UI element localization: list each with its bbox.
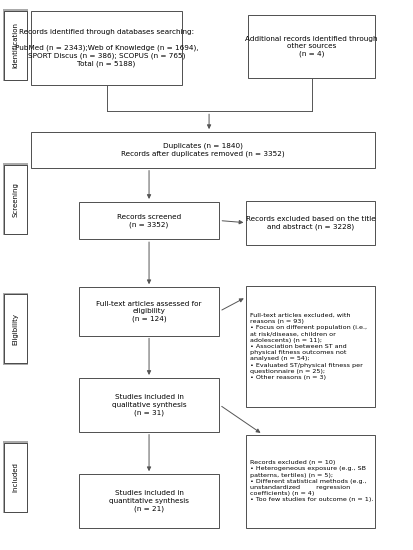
FancyBboxPatch shape — [4, 11, 27, 80]
Text: Records excluded (n = 10)
• Heterogeneous exposure (e.g., SB
patterns, tertiles): Records excluded (n = 10) • Heterogeneou… — [249, 460, 372, 502]
Text: Eligibility: Eligibility — [12, 312, 19, 345]
FancyBboxPatch shape — [31, 132, 374, 168]
Text: Records screened
(n = 3352): Records screened (n = 3352) — [116, 213, 181, 228]
FancyBboxPatch shape — [78, 287, 219, 336]
FancyBboxPatch shape — [4, 294, 27, 363]
FancyBboxPatch shape — [31, 11, 182, 85]
FancyBboxPatch shape — [246, 434, 374, 528]
Text: Duplicates (n = 1840)
Records after duplicates removed (n = 3352): Duplicates (n = 1840) Records after dupl… — [121, 142, 284, 157]
Text: Records identified through databases searching:

PubMed (n = 2343);Web of Knowle: Records identified through databases sea… — [15, 29, 198, 67]
Text: Studies included in
qualitative synthesis
(n = 31): Studies included in qualitative synthesi… — [112, 394, 186, 416]
FancyBboxPatch shape — [78, 378, 219, 432]
FancyBboxPatch shape — [78, 202, 219, 239]
FancyBboxPatch shape — [3, 293, 28, 365]
FancyBboxPatch shape — [3, 441, 28, 513]
Text: Records excluded based on the title
and abstract (n = 3228): Records excluded based on the title and … — [245, 216, 375, 230]
FancyBboxPatch shape — [4, 165, 27, 234]
FancyBboxPatch shape — [246, 286, 374, 407]
Text: Included: Included — [12, 462, 19, 492]
Text: Full-text articles assessed for
eligibility
(n = 124): Full-text articles assessed for eligibil… — [96, 300, 201, 322]
Text: Studies included in
quantitative synthesis
(n = 21): Studies included in quantitative synthes… — [109, 490, 189, 512]
Text: Additional records identified through
other sources
(n = 4): Additional records identified through ot… — [244, 36, 377, 57]
Text: Screening: Screening — [12, 182, 19, 217]
FancyBboxPatch shape — [4, 443, 27, 512]
FancyBboxPatch shape — [3, 9, 28, 81]
FancyBboxPatch shape — [78, 474, 219, 528]
FancyBboxPatch shape — [246, 201, 374, 245]
FancyBboxPatch shape — [248, 15, 374, 78]
Text: Identification: Identification — [12, 23, 19, 68]
Text: Full-text articles excluded, with
reasons (n = 93)
• Focus on different populati: Full-text articles excluded, with reason… — [249, 313, 366, 380]
FancyBboxPatch shape — [3, 163, 28, 235]
